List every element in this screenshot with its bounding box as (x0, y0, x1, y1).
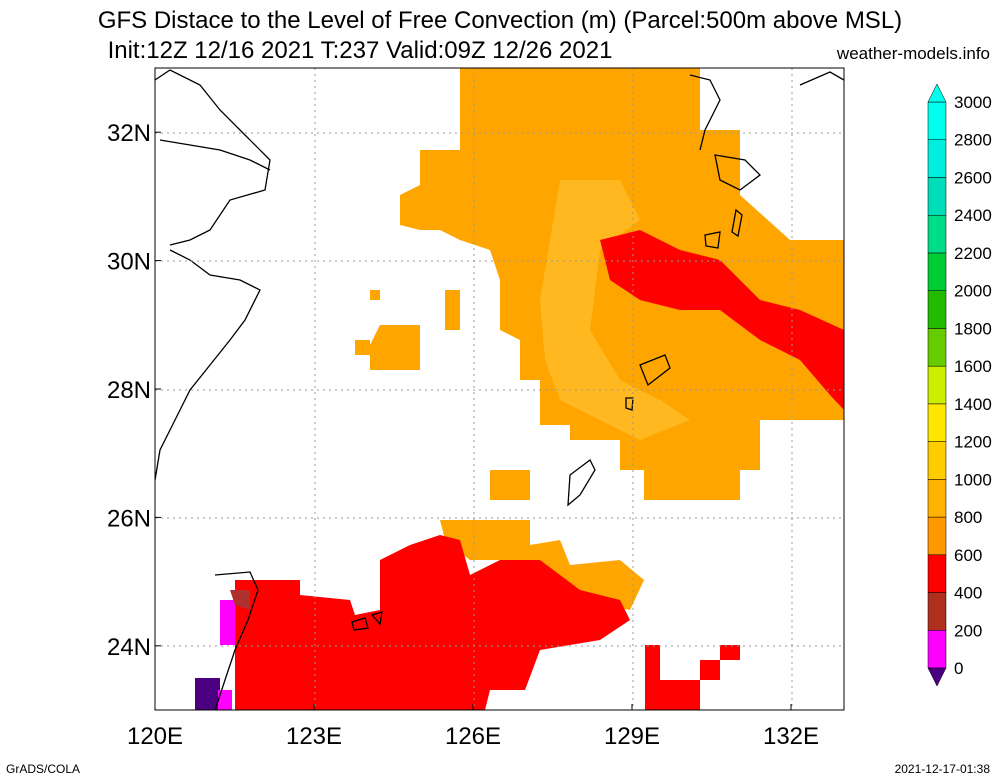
lat-lon-grid (155, 68, 844, 710)
axis-ticks: 120E 123E 126E 129E 132E 24N 26N 28N 30N 32N (107, 120, 819, 750)
lfc-field-red-southeast (645, 645, 740, 710)
colorbar-label: 2800 (954, 131, 992, 150)
colorbar-segment (927, 554, 947, 593)
field-layer (155, 68, 844, 710)
colorbar-label: 1400 (954, 395, 992, 414)
lfc-field-red-north (600, 230, 844, 410)
lfc-field-light-orange (540, 180, 690, 440)
colorbar-label: 2000 (954, 282, 992, 301)
colorbar-label: 3000 (954, 93, 992, 112)
footer-software: GrADS/COLA (6, 762, 81, 776)
lat-tick-label: 28N (107, 377, 151, 404)
colorbar-label: 1000 (954, 470, 992, 489)
lat-tick-label: 30N (107, 249, 151, 276)
colorbar-segment (927, 252, 947, 291)
colorbar-min-arrow (927, 667, 947, 687)
colorbar-label: 1800 (954, 319, 992, 338)
colorbar-segment (927, 177, 947, 216)
lat-tick-label: 32N (107, 120, 151, 147)
colorbar-max-arrow (927, 83, 947, 103)
lfc-field-orange-west (355, 290, 460, 370)
lfc-field-orange-mid (440, 470, 644, 610)
lat-tick-label: 26N (107, 505, 151, 532)
colorbar-label: 1200 (954, 433, 992, 452)
colorbar-label: 2600 (954, 168, 992, 187)
colorbar-segment (927, 479, 947, 518)
colorbar-label: 200 (954, 621, 982, 640)
colorbar-segment (927, 630, 947, 669)
colorbar-segment (927, 592, 947, 631)
source-credit: weather-models.info (836, 44, 990, 63)
colorbar-label: 600 (954, 546, 982, 565)
colorbar-segment (927, 101, 947, 140)
colorbar-segment (927, 403, 947, 442)
lfc-field-magenta-south (218, 690, 232, 710)
lfc-field-red-south (235, 535, 630, 710)
lfc-field-brown (230, 590, 250, 610)
footer-timestamp: 2021-12-17-01:38 (894, 762, 990, 776)
colorbar-segment (927, 139, 947, 178)
colorbar-segment (927, 516, 947, 556)
colorbar-label: 2200 (954, 244, 992, 263)
lon-tick-label: 123E (286, 723, 342, 750)
lat-tick-label: 24N (107, 634, 151, 661)
colorbar-label: 400 (954, 584, 982, 603)
map-title: GFS Distace to the Level of Free Convect… (97, 7, 903, 34)
colorbar: 0 200 400 600 800 1000 1200 1400 1600 1800 2000 220… (927, 83, 992, 687)
colorbar-segment (927, 328, 947, 367)
lfc-field-purple (195, 678, 220, 710)
colorbar-label: 800 (954, 508, 982, 527)
colorbar-segment (927, 214, 947, 254)
colorbar-label: 1600 (954, 357, 992, 376)
lon-tick-label: 126E (445, 723, 501, 750)
lon-tick-label: 120E (127, 723, 183, 750)
coastlines (155, 69, 844, 710)
colorbar-label: 2400 (954, 206, 992, 225)
colorbar-segment (927, 365, 947, 405)
colorbar-label: 0 (954, 659, 963, 678)
colorbar-segment (927, 441, 947, 480)
lon-tick-label: 129E (604, 723, 660, 750)
lfc-field-magenta (220, 600, 235, 645)
map-subtitle: Init:12Z 12/16 2021 T:237 Valid:09Z 12/2… (107, 37, 613, 64)
lon-tick-label: 132E (763, 723, 819, 750)
colorbar-segment (927, 290, 947, 329)
